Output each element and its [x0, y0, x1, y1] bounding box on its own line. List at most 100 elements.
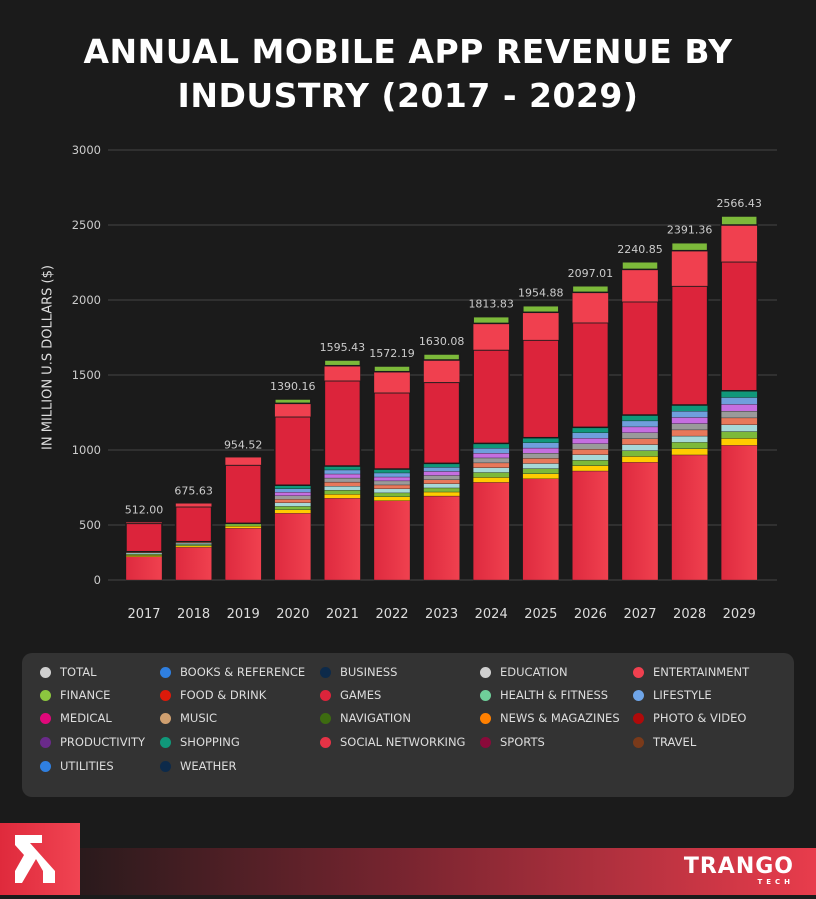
- legend-item: EDUCATION: [480, 665, 568, 679]
- bar-segment: [522, 312, 559, 341]
- legend-dot-icon: [320, 666, 331, 678]
- legend-dot-icon: [633, 736, 644, 748]
- y-axis-label: IN MILLION U.S DOLLARS ($): [40, 265, 56, 450]
- legend: TOTAL BOOKS & REFERENCE BUSINESS EDUCATION E…: [22, 653, 794, 797]
- bar-segment: [274, 488, 311, 493]
- legend-item: PHOTO & VIDEO: [633, 711, 746, 725]
- total-data-label: 2240.85: [617, 243, 663, 256]
- bar-segment: [324, 485, 361, 491]
- x-tick-label: 2018: [177, 607, 210, 622]
- legend-label: PRODUCTIVITY: [60, 735, 146, 749]
- legend-item: MUSIC: [160, 711, 217, 725]
- bar-segment: [324, 498, 361, 581]
- bar-segment: [522, 468, 559, 474]
- legend-dot-icon: [633, 689, 644, 701]
- bar-segment: [422, 381, 461, 465]
- legend-label: GAMES: [340, 688, 382, 702]
- legend-dot-icon: [633, 666, 644, 678]
- legend-item: TOTAL: [40, 665, 96, 679]
- bar-segment: [324, 494, 361, 499]
- x-tick-label: 2024: [475, 607, 508, 622]
- total-data-label: 512.00: [125, 503, 164, 516]
- bar-segment: [473, 472, 510, 478]
- bar-segment: [571, 321, 610, 429]
- x-tick-label: 2025: [524, 607, 557, 622]
- bar-segment: [721, 410, 758, 419]
- bar-segment: [175, 545, 212, 548]
- bar-segment: [423, 471, 460, 476]
- bar-segment: [670, 241, 709, 252]
- bar-segment: [324, 365, 361, 381]
- bar-segment: [473, 477, 510, 483]
- bar-segment: [721, 431, 758, 439]
- legend-label: TRAVEL: [653, 735, 697, 749]
- bar-segment: [323, 379, 362, 467]
- bar-segment: [423, 483, 460, 489]
- bar-segment: [473, 467, 510, 473]
- bar-segment: [373, 371, 411, 393]
- bar-segment: [721, 224, 758, 262]
- legend-item: WEATHER: [160, 759, 237, 773]
- legend-label: SOCIAL NETWORKING: [340, 735, 466, 749]
- bar-segment: [572, 432, 609, 439]
- legend-dot-icon: [480, 689, 491, 701]
- legend-dot-icon: [480, 666, 491, 678]
- legend-dot-icon: [160, 760, 171, 772]
- x-tick-label: 2028: [673, 607, 706, 622]
- bar-segment: [473, 482, 510, 581]
- bar-segment: [225, 525, 262, 529]
- bar-segment: [721, 445, 758, 581]
- x-tick-label: 2021: [326, 607, 359, 622]
- legend-item: FOOD & DRINK: [160, 688, 266, 702]
- bar-segment: [373, 484, 411, 490]
- bar-segment: [324, 469, 361, 475]
- legend-label: MUSIC: [180, 711, 218, 725]
- bar-segment: [373, 488, 411, 494]
- legend-dot-icon: [160, 689, 171, 701]
- total-data-label: 1595.43: [320, 341, 366, 354]
- bar-segment: [423, 495, 460, 581]
- bar-segment: [621, 456, 659, 463]
- total-data-label: 675.63: [174, 484, 213, 497]
- legend-label: SHOPPING: [180, 735, 240, 749]
- legend-dot-icon: [40, 736, 51, 748]
- y-tick-label: 500: [79, 518, 101, 532]
- legend-dot-icon: [160, 666, 171, 678]
- bar-segment: [522, 339, 560, 439]
- bar-segment: [572, 449, 609, 455]
- legend-item: ENTERTAINMENT: [633, 665, 749, 679]
- bar-segment: [224, 464, 262, 525]
- legend-label: UTILITIES: [60, 759, 114, 773]
- x-tick-label: 2029: [723, 607, 756, 622]
- bar-segment: [473, 323, 510, 351]
- bar-segment: [721, 404, 758, 412]
- legend-label: TOTAL: [60, 665, 97, 679]
- y-tick-label: 2000: [72, 293, 101, 307]
- bar-segment: [125, 554, 163, 556]
- bar-segment: [422, 353, 461, 361]
- stacked-bar-chart: 0 500 1000 1500 2000 2500 3000 512.00 2017 675.63…: [72, 143, 777, 622]
- legend-item: SPORTS: [480, 735, 545, 749]
- bar-segment: [274, 403, 311, 417]
- legend-label: EDUCATION: [500, 665, 568, 679]
- logo-mark: [0, 823, 80, 895]
- bar-segment: [423, 491, 460, 497]
- bar-segment: [621, 432, 659, 439]
- brand-sub: TECH: [757, 878, 794, 886]
- bar-segment: [274, 495, 311, 500]
- bar-segment: [671, 435, 708, 443]
- legend-label: SPORTS: [500, 735, 545, 749]
- bar-segment: [473, 448, 510, 454]
- bar-segment: [671, 410, 708, 418]
- bar-segment: [423, 359, 460, 383]
- y-tick-label: 1000: [72, 443, 101, 457]
- legend-label: NAVIGATION: [340, 711, 411, 725]
- legend-label: BUSINESS: [340, 665, 398, 679]
- bar-segment: [670, 285, 709, 406]
- bar-segment: [175, 547, 212, 581]
- title-line-2: INDUSTRY (2017 - 2029): [177, 76, 639, 115]
- legend-dot-icon: [320, 689, 331, 701]
- legend-item: BOOKS & REFERENCE: [160, 665, 305, 679]
- legend-dot-icon: [320, 712, 331, 724]
- total-data-label: 954.52: [224, 438, 263, 451]
